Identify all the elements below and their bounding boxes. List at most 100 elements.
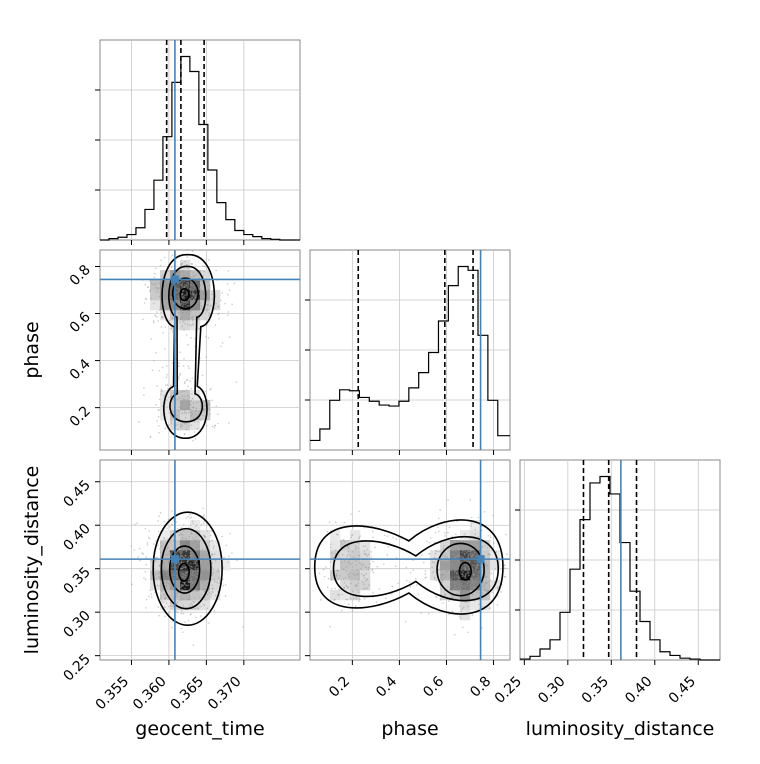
- sample-point: [217, 568, 219, 570]
- density-cell: [360, 580, 371, 591]
- sample-point: [487, 534, 490, 537]
- sample-point: [134, 523, 136, 526]
- density-cell: [450, 560, 461, 571]
- sample-point: [208, 259, 210, 261]
- sample-point: [189, 524, 192, 526]
- sample-point: [475, 567, 478, 569]
- sample-point: [486, 564, 488, 566]
- sample-point: [326, 586, 329, 589]
- sample-point: [169, 290, 172, 292]
- sample-point: [438, 568, 440, 571]
- sample-point: [158, 515, 161, 517]
- sample-point: [447, 548, 450, 551]
- sample-point: [181, 297, 184, 299]
- sample-point: [464, 585, 466, 587]
- sample-point: [182, 320, 185, 323]
- density-cell: [460, 530, 471, 541]
- sample-point: [168, 412, 170, 414]
- contour-level-3: [168, 545, 201, 594]
- sample-point: [435, 550, 437, 552]
- sample-point: [178, 288, 181, 290]
- sample-point: [207, 299, 210, 302]
- sample-point: [216, 581, 218, 584]
- density-cell: [470, 520, 481, 531]
- sample-point: [206, 582, 208, 585]
- sample-point: [154, 284, 157, 286]
- sample-point: [342, 577, 344, 580]
- sample-point: [149, 589, 151, 592]
- sample-point: [391, 593, 393, 595]
- sample-point: [214, 559, 217, 562]
- sample-point: [146, 544, 149, 546]
- sample-point: [197, 317, 200, 320]
- sample-point: [194, 294, 197, 296]
- sample-point: [467, 574, 470, 577]
- sample-point: [177, 295, 180, 298]
- sample-point: [170, 566, 173, 569]
- sample-point: [467, 565, 470, 568]
- sample-point: [149, 297, 152, 299]
- sample-point: [215, 405, 218, 407]
- sample-point: [327, 577, 330, 580]
- sample-point: [176, 550, 179, 552]
- sample-point: [170, 602, 173, 605]
- sample-point: [201, 548, 204, 551]
- sample-point: [450, 567, 453, 569]
- sample-point: [193, 555, 196, 558]
- sample-point: [370, 551, 373, 553]
- sample-point: [467, 570, 469, 572]
- sample-point: [158, 576, 160, 578]
- sample-point: [185, 584, 187, 586]
- sample-point: [191, 410, 193, 413]
- sample-point: [181, 312, 184, 314]
- sample-point: [187, 343, 189, 346]
- sample-point: [196, 427, 199, 430]
- sample-point: [200, 539, 202, 541]
- sample-point: [197, 307, 199, 310]
- sample-point: [161, 600, 163, 603]
- sample-point: [494, 567, 496, 570]
- density-cell: [190, 300, 201, 311]
- sample-point: [201, 577, 203, 580]
- sample-point: [201, 374, 204, 377]
- sample-point: [461, 556, 464, 559]
- sample-point: [184, 554, 187, 557]
- sample-point: [189, 380, 192, 382]
- sample-point: [170, 327, 173, 330]
- sample-point: [205, 335, 207, 338]
- sample-point: [190, 288, 192, 290]
- density-cell: [210, 560, 221, 571]
- sample-point: [180, 567, 183, 569]
- contour-level-1: [313, 519, 504, 615]
- sample-point: [347, 561, 350, 564]
- sample-point: [164, 615, 166, 618]
- sample-point: [471, 614, 474, 617]
- sample-point: [189, 614, 192, 616]
- sample-point: [190, 399, 193, 402]
- sample-point: [192, 523, 195, 525]
- sample-point: [489, 547, 491, 549]
- sample-point: [154, 272, 156, 275]
- sample-point: [364, 553, 366, 556]
- sample-point: [192, 582, 194, 585]
- sample-point: [187, 394, 189, 397]
- sample-point: [169, 395, 172, 398]
- sample-point: [352, 597, 355, 600]
- sample-point: [352, 573, 355, 575]
- sample-point: [216, 570, 219, 573]
- sample-point: [181, 292, 184, 295]
- sample-point: [159, 585, 161, 587]
- sample-point: [181, 533, 183, 536]
- sample-point: [183, 382, 186, 385]
- sample-point: [425, 576, 428, 579]
- sample-point: [183, 294, 185, 297]
- sample-point: [347, 586, 350, 588]
- sample-point: [191, 250, 194, 252]
- sample-point: [185, 571, 188, 574]
- x-tick-label: 0.370: [205, 674, 245, 714]
- sample-point: [467, 605, 469, 608]
- sample-point: [197, 590, 200, 592]
- sample-point: [206, 553, 209, 556]
- sample-point: [153, 302, 155, 305]
- sample-point: [213, 307, 216, 309]
